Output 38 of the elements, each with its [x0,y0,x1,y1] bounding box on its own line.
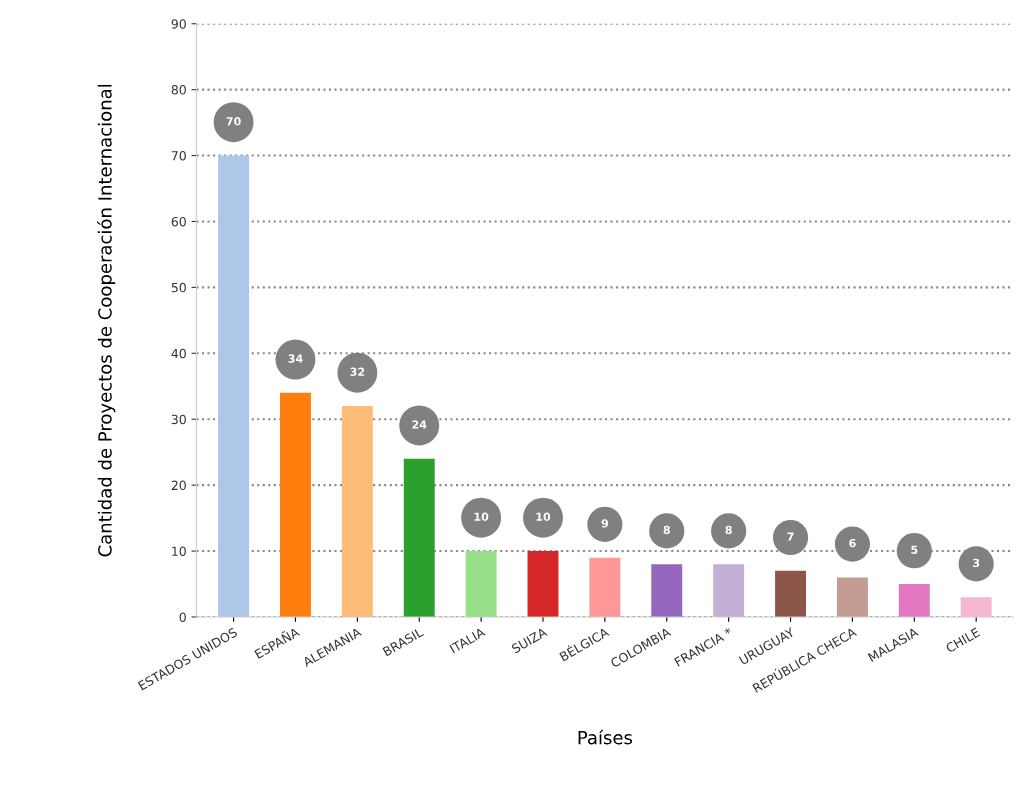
y-tick-label: 30 [171,414,186,425]
y-tick-label: 90 [171,19,186,29]
bar [403,458,435,617]
data-label: 9 [601,519,609,528]
data-label: 10 [474,512,489,521]
bar [713,564,745,617]
y-tick-label: 60 [171,216,186,227]
bar [836,577,868,617]
y-axis-title: Cantidad de Proyectos de Cooperación Internacional [97,84,116,557]
data-label: 34 [288,354,303,363]
data-label: 70 [226,117,241,126]
bar [960,597,992,617]
bar [527,551,559,617]
y-tick-label: 80 [171,85,186,95]
data-label: 8 [663,525,670,535]
bar [589,557,621,617]
data-label: 24 [412,420,427,429]
y-tick-label: 0 [179,612,186,622]
data-label: 32 [350,367,365,376]
x-axis-title: Países [578,729,633,745]
bar [280,392,311,617]
bar [218,155,250,617]
bar [341,406,373,617]
bar [465,551,497,617]
y-tick-label: 20 [171,480,186,491]
data-label: 6 [849,538,856,548]
data-label: 5 [911,545,918,554]
y-tick-label: 70 [171,151,186,161]
bar [775,570,807,617]
y-tick-label: 10 [172,546,186,556]
y-tick-label: 50 [171,282,186,293]
bar [898,584,930,617]
bar [651,564,683,617]
data-label: 8 [725,525,732,535]
y-tick-label: 40 [171,348,186,359]
data-label: 3 [973,558,980,568]
data-label: 7 [787,532,794,541]
data-label: 10 [536,512,551,521]
